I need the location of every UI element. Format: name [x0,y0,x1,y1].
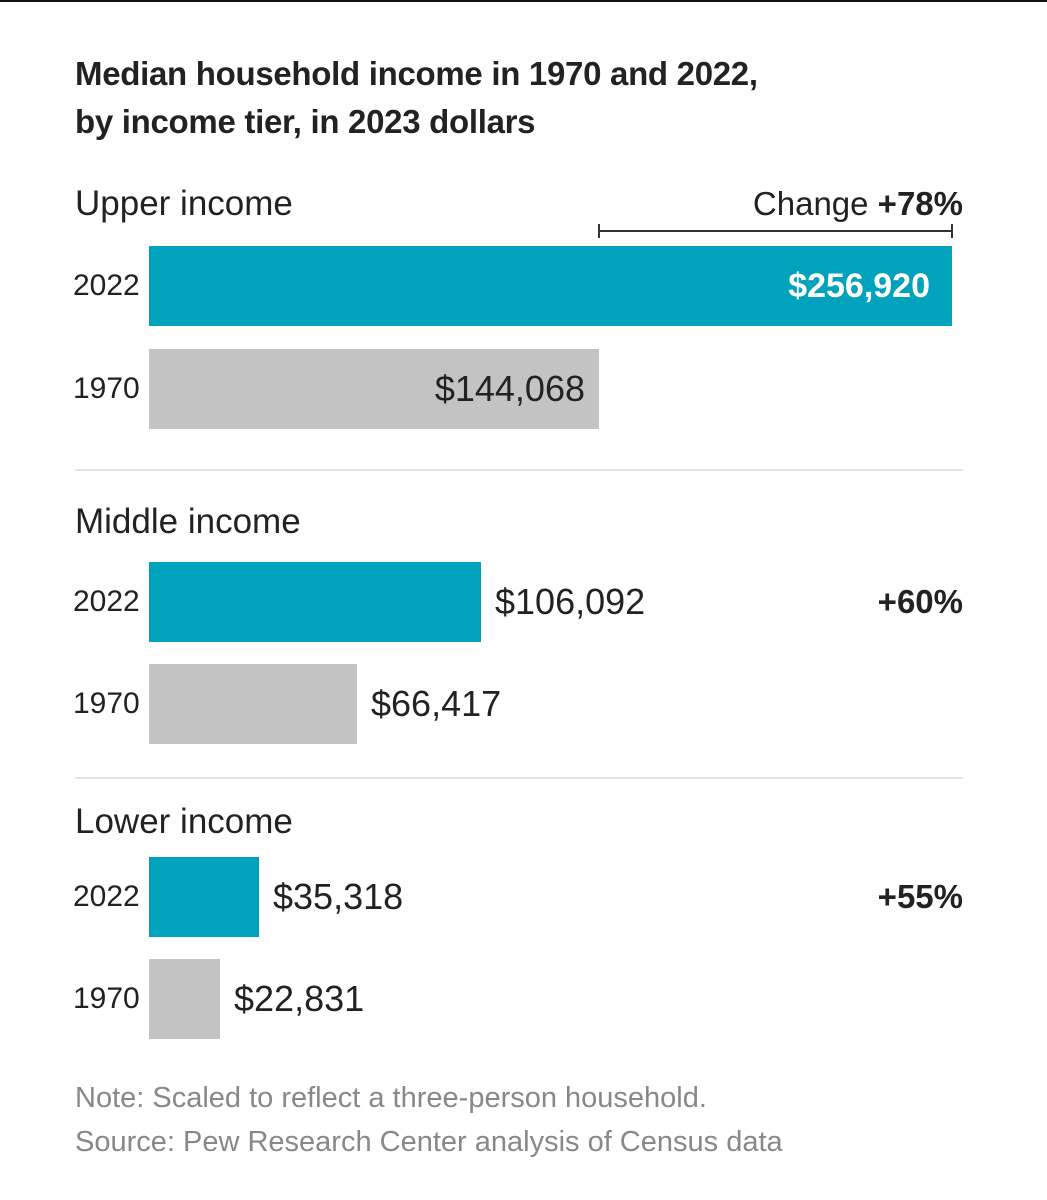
value-label-lower-income-1970: $22,831 [234,978,365,1019]
year-label-1970: 1970 [73,372,140,405]
bar-lower-income-2022 [149,857,259,937]
year-label-2022: 2022 [73,585,140,618]
group-label-upper-income: Upper income [75,184,293,223]
bar-upper-income-1970 [149,349,599,429]
year-label-1970: 1970 [73,982,140,1015]
group-label-middle-income: Middle income [75,502,301,541]
group-label-lower-income: Lower income [75,802,293,841]
bar-middle-income-1970 [149,664,357,744]
year-label-2022: 2022 [73,269,140,302]
top-rule [0,0,1047,2]
chart-title: Median household income in 1970 and 2022… [75,50,975,146]
chart-subtitle: by income tier, in 2023 dollars [75,103,536,140]
group-divider [75,469,963,471]
change-bracket-tick-left [598,224,600,238]
value-label-middle-income-1970: $66,417 [371,683,502,724]
bar-middle-income-2022 [149,562,481,642]
value-label-lower-income-2022: $35,318 [273,876,404,917]
change-value: +60% [877,583,963,620]
year-label-1970: 1970 [73,687,140,720]
change-value: +78% [877,185,963,222]
change-label-middle-income: +60% [878,582,963,622]
group-divider [75,777,963,779]
bar-lower-income-1970 [149,959,220,1039]
chart-title-line: Median household income in 1970 and 2022… [75,55,758,92]
chart-note: Note: Scaled to reflect a three-person h… [75,1082,707,1114]
chart-source: Source: Pew Research Center analysis of … [75,1126,783,1158]
change-label-upper-income: Change +78% [753,184,963,224]
change-value: +55% [877,878,963,915]
value-label-upper-income-1970: $144,068 [434,368,585,409]
value-label-middle-income-2022: $106,092 [495,581,646,622]
change-label-lower-income: +55% [878,877,963,917]
change-bracket-tick-right [951,224,953,238]
change-bracket-line [599,230,952,232]
year-label-2022: 2022 [73,880,140,913]
change-heading: Change [752,185,878,222]
bar-upper-income-2022 [149,246,952,326]
value-label-upper-income-2022: $256,920 [788,267,930,305]
